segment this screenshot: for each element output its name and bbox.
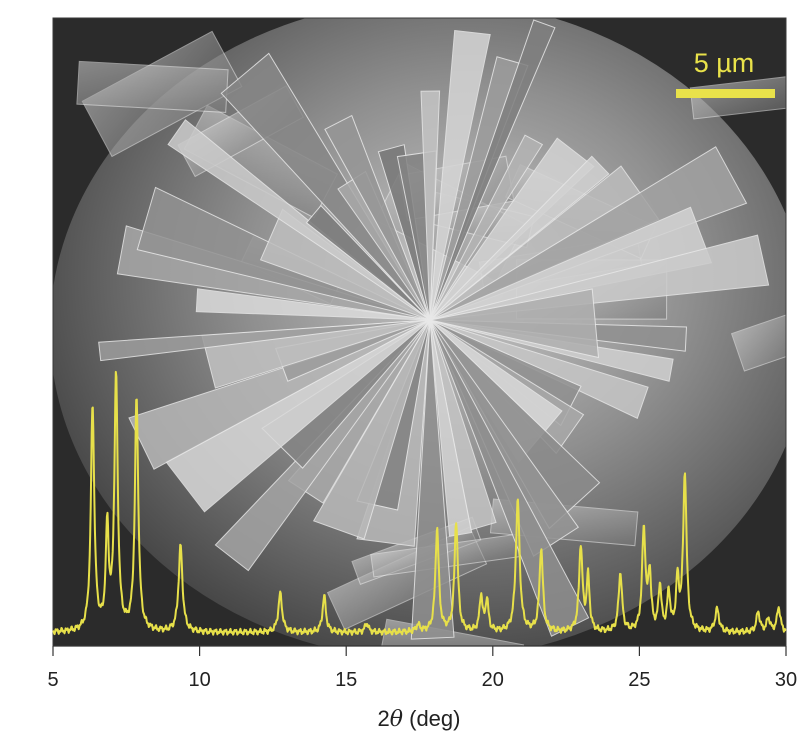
crystal-plate bbox=[195, 288, 431, 321]
x-tick-label: 30 bbox=[775, 669, 797, 691]
x-tick-label: 25 bbox=[628, 669, 650, 691]
xrd-pattern-line bbox=[52, 370, 787, 636]
x-tick-label: 15 bbox=[335, 669, 357, 691]
crystal-plate bbox=[98, 319, 431, 362]
crystal-flake bbox=[76, 60, 229, 113]
crystal-plate bbox=[128, 319, 431, 470]
x-tick-label: 20 bbox=[482, 669, 504, 691]
crystal-plate bbox=[429, 234, 770, 321]
x-axis-title-prefix: 2 bbox=[378, 706, 390, 731]
scale-bar-label: 5 µm bbox=[694, 48, 755, 78]
crystal-plate bbox=[429, 319, 473, 537]
crystal-plate bbox=[429, 155, 610, 321]
x-axis-title-units: (deg) bbox=[403, 706, 460, 731]
crystal-plate bbox=[429, 288, 600, 359]
crystal-plates bbox=[76, 19, 786, 646]
x-tick-label: 10 bbox=[188, 669, 210, 691]
x-axis-title: 2θ (deg) bbox=[378, 706, 461, 732]
x-axis-title-symbol: θ bbox=[390, 707, 403, 732]
sem-micrograph-image bbox=[53, 18, 786, 646]
crystal-plate bbox=[420, 90, 441, 321]
crystal-plate bbox=[429, 29, 491, 321]
crystal-plate bbox=[410, 319, 455, 640]
crystal-plate bbox=[167, 119, 431, 321]
crystal-plate bbox=[429, 134, 544, 321]
crystal-plate bbox=[324, 114, 431, 321]
crystal-flake bbox=[730, 312, 786, 372]
x-axis-ticks: 5 10 15 20 25 30 bbox=[47, 646, 797, 691]
crystal-plate bbox=[429, 19, 556, 321]
scale-bar bbox=[676, 89, 775, 98]
crystal-plate bbox=[305, 204, 431, 321]
x-tick-label: 5 bbox=[47, 669, 58, 691]
